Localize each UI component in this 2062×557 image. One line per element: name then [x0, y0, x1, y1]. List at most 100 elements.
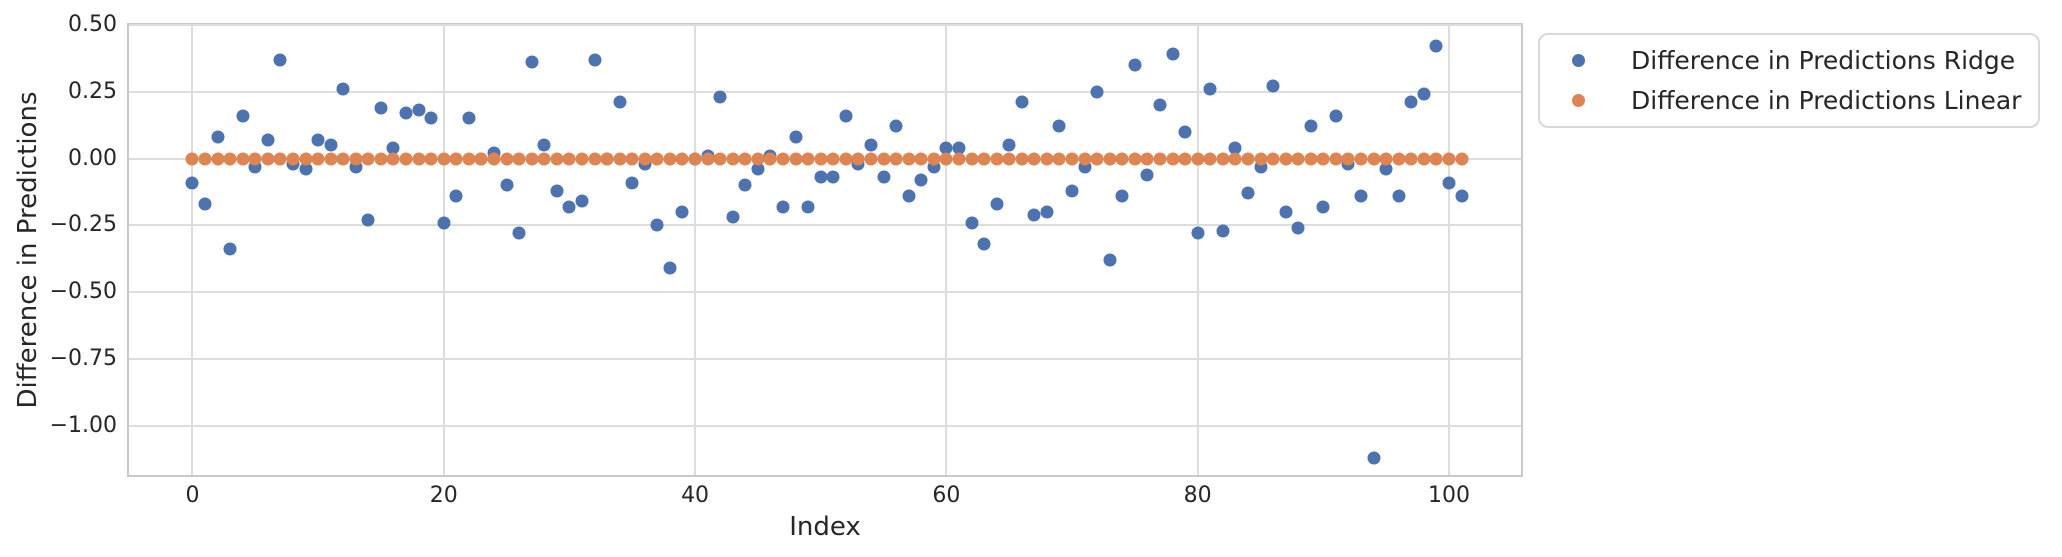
y-tick-label: −1.00: [49, 412, 117, 438]
ridge-point: [789, 130, 803, 144]
v-gridline: [945, 25, 948, 475]
linear-point: [412, 152, 426, 166]
linear-point: [713, 152, 727, 166]
y-tick-label: 0.50: [68, 12, 117, 37]
linear-point: [361, 152, 375, 166]
ridge-point: [273, 53, 287, 67]
linear-point: [462, 152, 476, 166]
linear-point: [1078, 152, 1092, 166]
y-tick-label: 0.25: [68, 78, 117, 104]
ridge-point: [977, 237, 991, 251]
ridge-point: [261, 133, 275, 147]
linear-point: [349, 152, 363, 166]
ridge-point: [625, 176, 639, 190]
linear-point: [889, 152, 903, 166]
ridge-point: [1178, 125, 1192, 139]
h-gridline: [129, 424, 1521, 427]
linear-point: [248, 152, 262, 166]
ridge-point: [311, 133, 325, 147]
linear-point: [763, 152, 777, 166]
ridge-point: [1316, 200, 1330, 214]
linear-point: [663, 152, 677, 166]
ridge-point: [1065, 184, 1079, 198]
ridge-point: [1329, 109, 1343, 123]
linear-point: [952, 152, 966, 166]
linear-point: [336, 152, 350, 166]
linear-point: [1254, 152, 1267, 166]
linear-point: [1128, 152, 1142, 166]
linear-point: [1002, 152, 1016, 166]
linear-point: [299, 152, 313, 166]
h-gridline: [129, 224, 1521, 227]
ridge-point: [889, 119, 903, 133]
linear-point: [324, 152, 338, 166]
ridge-point: [185, 176, 199, 190]
ridge-point: [462, 111, 476, 125]
x-tick-label: 20: [429, 483, 458, 508]
ridge-point: [1216, 224, 1230, 238]
ridge-point: [952, 141, 966, 155]
x-tick-label: 0: [185, 483, 200, 508]
linear-point: [1178, 152, 1192, 166]
ridge-point: [1404, 95, 1418, 109]
linear-point: [902, 152, 916, 166]
ridge-point: [650, 218, 664, 232]
linear-point: [701, 152, 715, 166]
h-gridline: [129, 291, 1521, 294]
ridge-point: [877, 170, 891, 184]
ridge-point: [1241, 186, 1255, 200]
linear-point: [851, 152, 865, 166]
linear-point: [487, 152, 501, 166]
linear-point: [512, 152, 526, 166]
ridge-point: [1002, 138, 1016, 152]
ridge-point: [613, 95, 627, 109]
linear-point: [726, 152, 740, 166]
linear-point: [638, 152, 652, 166]
linear-point: [424, 152, 438, 166]
linear-point: [1341, 152, 1355, 166]
linear-point: [927, 152, 941, 166]
linear-point: [1354, 152, 1368, 166]
linear-point: [939, 152, 953, 166]
ridge-point: [1128, 58, 1142, 72]
y-axis-label: Difference in Predictions: [13, 91, 43, 409]
linear-point: [311, 152, 325, 166]
linear-point: [738, 152, 752, 166]
linear-marker-icon: [1572, 94, 1585, 107]
h-gridline: [129, 357, 1521, 360]
ridge-point: [1027, 208, 1041, 222]
linear-point: [1442, 152, 1456, 166]
linear-point: [1279, 152, 1293, 166]
x-tick-label: 40: [681, 483, 710, 508]
ridge-point: [1203, 82, 1217, 96]
ridge-point: [537, 138, 551, 152]
linear-point: [801, 152, 815, 166]
ridge-point: [1015, 95, 1029, 109]
linear-point: [675, 152, 689, 166]
y-tick-label: −0.75: [49, 345, 117, 371]
linear-point: [537, 152, 551, 166]
legend: Difference in Predictions Ridge Differen…: [1538, 33, 2040, 128]
linear-point: [588, 152, 602, 166]
linear-point: [211, 152, 225, 166]
linear-point: [1040, 152, 1054, 166]
linear-point: [1379, 152, 1393, 166]
ridge-point: [965, 216, 978, 230]
ridge-point: [223, 242, 237, 256]
x-tick-label: 100: [1427, 483, 1470, 508]
linear-point: [814, 152, 828, 166]
plot-area: 0.50 0.25 0.00 −0.25 −0.50 −0.75 −1.00 0 20 40 60 8…: [50, 14, 1523, 507]
ridge-point: [512, 226, 526, 240]
linear-point: [1166, 152, 1180, 166]
ridge-point: [525, 55, 539, 69]
ridge-point: [1417, 87, 1431, 101]
y-tick-label: 0.00: [68, 145, 117, 171]
ridge-point: [1455, 189, 1469, 203]
ridge-point: [1379, 162, 1393, 176]
ridge-point: [826, 170, 840, 184]
ridge-point: [374, 101, 388, 115]
ridge-point: [1052, 119, 1066, 133]
ridge-point: [675, 205, 689, 219]
linear-point: [600, 152, 614, 166]
ridge-point: [550, 184, 564, 198]
